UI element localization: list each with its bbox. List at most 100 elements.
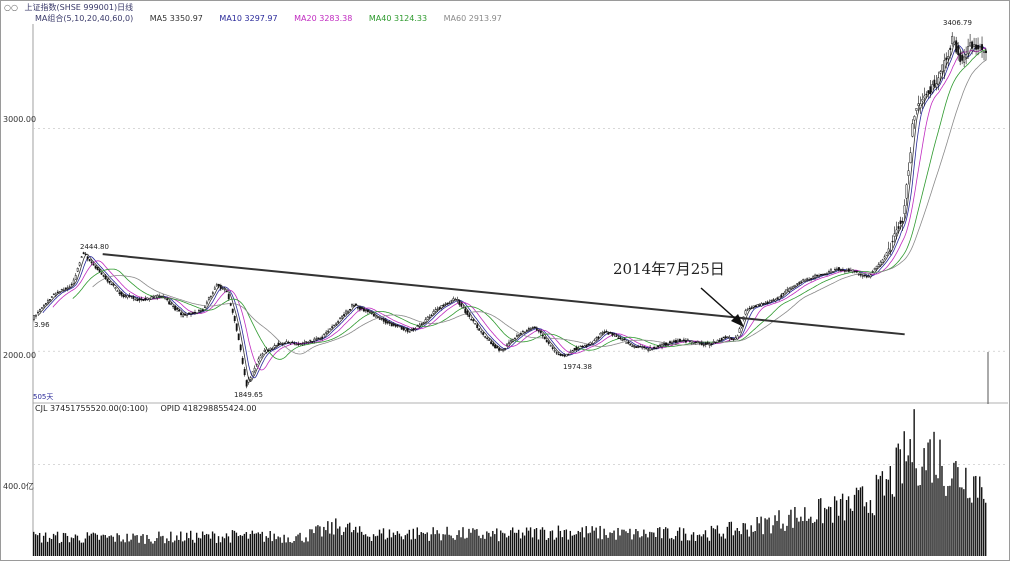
candle-body xyxy=(551,347,554,349)
volume-bar xyxy=(945,495,947,556)
volume-bar xyxy=(484,538,486,556)
series-ma20-line xyxy=(52,47,987,371)
volume-bar xyxy=(201,531,204,556)
candle-body xyxy=(615,335,618,337)
volume-bar xyxy=(941,465,943,556)
candle-body xyxy=(549,345,552,347)
volume-bar xyxy=(983,498,985,556)
volume-bar xyxy=(949,485,951,556)
candle-body xyxy=(688,340,691,343)
candle-body xyxy=(943,60,946,71)
candle-body xyxy=(680,340,683,342)
volume-bar xyxy=(508,535,510,556)
candle-body xyxy=(194,311,196,314)
volume-bar xyxy=(287,537,289,556)
volume-bar xyxy=(750,525,752,556)
candle-body xyxy=(335,323,338,325)
candle-body xyxy=(205,301,208,305)
candle-body xyxy=(56,291,59,294)
peak-price-label: 3406.79 xyxy=(943,19,972,27)
volume-bar xyxy=(682,528,685,556)
candle-body xyxy=(694,341,697,344)
candle-body xyxy=(152,295,155,298)
menu-dots-icon[interactable]: ○○ xyxy=(4,3,18,12)
candle-body xyxy=(251,371,254,376)
volume-bar xyxy=(237,536,240,556)
volume-bar xyxy=(959,487,961,556)
volume-bar xyxy=(394,534,397,556)
volume-bar xyxy=(88,535,91,556)
volume-bar xyxy=(422,532,424,556)
candle-body xyxy=(144,298,147,301)
candle-body xyxy=(718,340,721,342)
volume-bar xyxy=(690,534,693,556)
candle-body xyxy=(967,46,970,54)
candle-body xyxy=(325,331,328,334)
candle-body xyxy=(500,349,503,351)
candle-body xyxy=(953,41,956,45)
volume-bar xyxy=(710,525,713,556)
ytick-label-3000: 3000.00 xyxy=(3,115,37,124)
candle-body xyxy=(625,342,628,344)
candle-body xyxy=(832,271,834,273)
candle-body xyxy=(527,328,530,330)
candle-body xyxy=(686,339,689,341)
candle-body xyxy=(281,343,284,345)
volume-bar xyxy=(736,528,738,556)
candle-body xyxy=(370,312,373,314)
volume-bar xyxy=(895,447,897,556)
candle-body xyxy=(134,298,137,301)
candle-body xyxy=(812,276,815,279)
candle-body xyxy=(337,321,340,323)
volume-bar xyxy=(281,542,283,556)
candle-body xyxy=(609,332,612,334)
candle-body xyxy=(837,267,840,271)
volume-bar xyxy=(645,533,647,556)
candle-body xyxy=(484,336,487,338)
candle-body xyxy=(808,279,811,281)
candle-body xyxy=(720,337,723,341)
candle-body xyxy=(611,332,614,336)
candle-body xyxy=(364,309,367,312)
volume-bar xyxy=(267,537,269,556)
candle-body xyxy=(184,313,186,316)
candle-body xyxy=(798,282,801,284)
candle-body xyxy=(547,341,550,344)
volume-bar xyxy=(58,543,61,556)
volume-bar xyxy=(192,539,194,556)
candle-body xyxy=(213,287,216,290)
volume-bar xyxy=(766,519,768,556)
volume-bar xyxy=(649,531,651,556)
candle-body xyxy=(975,44,978,50)
candle-body xyxy=(774,299,777,302)
volume-bar xyxy=(154,540,156,556)
candle-body xyxy=(885,252,888,256)
candle-body xyxy=(154,295,157,300)
candle-body xyxy=(426,317,429,320)
candle-body xyxy=(828,271,830,273)
ma-group-label[interactable]: MA组合(5,10,20,40,60,0) xyxy=(35,14,134,23)
volume-bar xyxy=(754,530,756,556)
volume-bar xyxy=(420,532,422,556)
candle-body xyxy=(464,308,467,313)
volume-bar xyxy=(360,531,363,556)
volume-bar xyxy=(114,541,116,556)
candle-body xyxy=(778,296,781,300)
volume-bar xyxy=(921,466,923,556)
volume-bar xyxy=(434,534,436,556)
candle-body xyxy=(476,324,479,328)
volume-bar xyxy=(86,532,89,556)
volume-bar xyxy=(841,493,844,556)
candle-body xyxy=(617,337,620,339)
candle-body xyxy=(770,299,773,302)
volume-bar xyxy=(676,530,679,556)
opid-label: OPID 418298855424.00 xyxy=(160,404,257,413)
volume-bar xyxy=(973,476,975,556)
candle-body xyxy=(726,336,729,338)
volume-bar xyxy=(311,529,313,556)
volume-bar xyxy=(571,535,574,556)
candle-body xyxy=(692,342,695,344)
candle-body xyxy=(227,294,230,300)
candle-body xyxy=(575,346,578,351)
